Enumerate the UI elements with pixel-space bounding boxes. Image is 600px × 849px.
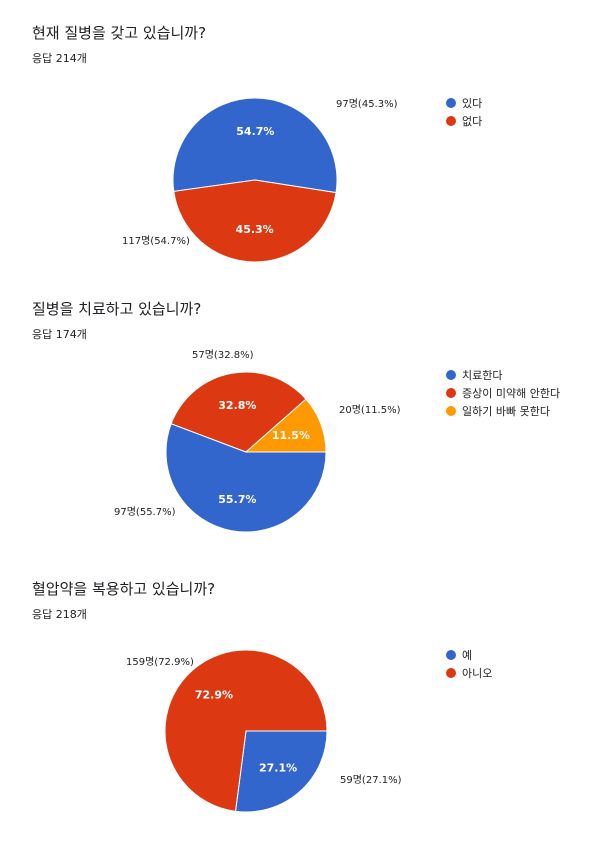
pie-slice-no[interactable] <box>173 179 337 263</box>
chart-section-1: 현재 질병을 갖고 있습니까? 응답 214개 54.7% 117명(54.7%)… <box>0 0 600 290</box>
slice-percent-label: 32.8% <box>218 399 256 412</box>
legend-label: 없다 <box>462 115 483 128</box>
legend-label: 있다 <box>462 97 483 110</box>
chart-title: 혈압약을 복용하고 있습니까? <box>32 580 216 598</box>
pie-slice-mild[interactable] <box>170 371 307 453</box>
legend-swatch <box>446 406 456 416</box>
legend-swatch <box>446 650 456 660</box>
chart-title: 질병을 치료하고 있습니까? <box>32 300 202 318</box>
slice-percent-label: 11.5% <box>272 429 310 442</box>
legend-swatch <box>446 116 456 126</box>
pie-chart: 27.1% 59명(27.1%) 72.9% 159명(72.9%) <box>126 649 402 813</box>
legend-swatch <box>446 370 456 380</box>
slice-percent-label: 27.1% <box>259 762 297 775</box>
legend-label: 아니오 <box>462 667 493 680</box>
legend-item-mild[interactable]: 증상이 미약해 안한다 <box>446 384 560 402</box>
legend-label: 예 <box>462 649 473 662</box>
pie-slice-no[interactable] <box>164 649 328 812</box>
legend-item-no[interactable]: 없다 <box>446 112 482 130</box>
legend-swatch <box>446 668 456 678</box>
slice-percent-label: 55.7% <box>218 493 256 506</box>
response-count: 응답 218개 <box>32 608 87 621</box>
pie-slice-busy[interactable] <box>244 398 327 453</box>
slice-count-label: 57명(32.8%) <box>192 349 254 361</box>
legend-swatch <box>446 388 456 398</box>
legend-item-yes[interactable]: 있다 <box>446 94 482 112</box>
legend-label: 치료한다 <box>462 369 503 382</box>
legend-label: 증상이 미약해 안한다 <box>462 387 561 400</box>
legend-label: 일하기 바빠 못한다 <box>462 405 550 418</box>
slice-percent-label: 45.3% <box>236 223 274 236</box>
pie-chart: 54.7% 117명(54.7%) 45.3% 97명(45.3%) <box>122 97 398 263</box>
pie-slice-treat[interactable] <box>165 423 327 533</box>
pie-slice-yes[interactable] <box>234 730 328 813</box>
slice-count-label: 97명(55.7%) <box>114 506 176 518</box>
chart-section-2: 질병을 치료하고 있습니까? 응답 174개 55.7% 97명(55.7%) 32… <box>0 290 600 560</box>
chart-title: 현재 질병을 갖고 있습니까? <box>32 24 207 42</box>
legend-swatch <box>446 98 456 108</box>
chart-section-3: 혈압약을 복용하고 있습니까? 응답 218개 27.1% 59명(27.1%) 7… <box>0 560 600 849</box>
slice-count-label: 20명(11.5%) <box>339 404 401 416</box>
slice-count-label: 117명(54.7%) <box>122 235 190 247</box>
slice-count-label: 97명(45.3%) <box>336 98 398 110</box>
pie-slice-yes[interactable] <box>172 97 338 194</box>
slice-percent-label: 54.7% <box>236 125 274 138</box>
slice-count-label: 159명(72.9%) <box>126 656 194 668</box>
legend-item-busy[interactable]: 일하기 바빠 못한다 <box>446 402 560 420</box>
pie-chart: 55.7% 97명(55.7%) 32.8% 57명(32.8%) 11.5% 20명(1… <box>114 349 401 533</box>
slice-percent-label: 72.9% <box>195 688 233 701</box>
legend-item-yes[interactable]: 예 <box>446 646 492 664</box>
slice-count-label: 59명(27.1%) <box>340 774 402 786</box>
legend-item-no[interactable]: 아니오 <box>446 664 492 682</box>
response-count: 응답 174개 <box>32 328 87 341</box>
response-count: 응답 214개 <box>32 52 87 65</box>
legend-item-treat[interactable]: 치료한다 <box>446 366 560 384</box>
